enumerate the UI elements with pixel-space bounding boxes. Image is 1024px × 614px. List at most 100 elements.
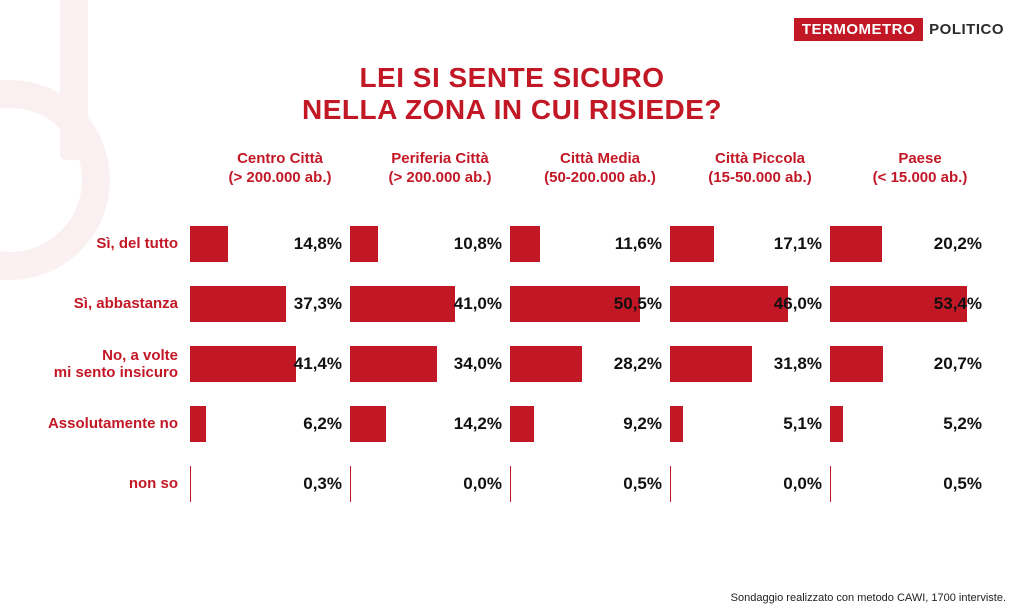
bar xyxy=(350,346,437,382)
bar xyxy=(350,226,378,262)
value-label: 0,5% xyxy=(623,474,662,494)
value-label: 53,4% xyxy=(934,294,982,314)
row-cells: 37,3% 41,0% 50,5% 46,0% 53,4% xyxy=(190,282,1010,326)
bar xyxy=(190,286,286,322)
bar xyxy=(670,466,671,502)
bar xyxy=(510,406,534,442)
column-header: Paese(< 15.000 ab.) xyxy=(840,150,1000,188)
bar xyxy=(830,226,882,262)
value-label: 17,1% xyxy=(774,234,822,254)
value-label: 9,2% xyxy=(623,414,662,434)
cell: 5,1% xyxy=(670,402,830,446)
value-label: 10,8% xyxy=(454,234,502,254)
row-cells: 6,2% 14,2% 9,2% 5,1% 5,2% xyxy=(190,402,1010,446)
bar xyxy=(830,466,831,502)
value-label: 0,0% xyxy=(783,474,822,494)
cell: 0,3% xyxy=(190,462,350,506)
column-header-line2: (15-50.000 ab.) xyxy=(680,169,840,188)
column-headers: Centro Città(> 200.000 ab.)Periferia Cit… xyxy=(200,150,1010,188)
value-label: 20,2% xyxy=(934,234,982,254)
cell: 0,5% xyxy=(830,462,990,506)
cell: 14,2% xyxy=(350,402,510,446)
footnote: Sondaggio realizzato con metodo CAWI, 17… xyxy=(731,592,1006,604)
column-header-line2: (< 15.000 ab.) xyxy=(840,169,1000,188)
column-header-line1: Paese xyxy=(840,150,1000,169)
value-label: 20,7% xyxy=(934,354,982,374)
value-label: 41,0% xyxy=(454,294,502,314)
table-row: No, a voltemi sento insicuro41,4%34,0%28… xyxy=(0,334,1010,394)
value-label: 6,2% xyxy=(303,414,342,434)
bar xyxy=(670,346,752,382)
cell: 41,4% xyxy=(190,342,350,386)
bar xyxy=(510,346,582,382)
column-header-line2: (50-200.000 ab.) xyxy=(520,169,680,188)
column-header-line2: (> 200.000 ab.) xyxy=(200,169,360,188)
table-row: non so 0,3% 0,0% 0,5% 0,0% 0,5% xyxy=(0,454,1010,514)
cell: 34,0% xyxy=(350,342,510,386)
row-label: Assolutamente no xyxy=(0,415,190,432)
cell: 37,3% xyxy=(190,282,350,326)
value-label: 14,8% xyxy=(294,234,342,254)
bar xyxy=(350,286,455,322)
cell: 0,0% xyxy=(350,462,510,506)
value-label: 31,8% xyxy=(774,354,822,374)
value-label: 50,5% xyxy=(614,294,662,314)
cell: 11,6% xyxy=(510,222,670,266)
cell: 50,5% xyxy=(510,282,670,326)
bar xyxy=(350,466,351,502)
column-header-line2: (> 200.000 ab.) xyxy=(360,169,520,188)
bar xyxy=(670,226,714,262)
brand-logo: TERMOMETRO POLITICO xyxy=(794,18,1010,41)
cell: 53,4% xyxy=(830,282,990,326)
cell: 46,0% xyxy=(670,282,830,326)
cell: 31,8% xyxy=(670,342,830,386)
value-label: 11,6% xyxy=(615,234,662,254)
value-label: 5,2% xyxy=(943,414,982,434)
cell: 28,2% xyxy=(510,342,670,386)
value-label: 0,0% xyxy=(463,474,502,494)
row-label: Sì, abbastanza xyxy=(0,295,190,312)
row-label: non so xyxy=(0,475,190,492)
table-row: Assolutamente no 6,2% 14,2% 9,2% 5,1% 5,2% xyxy=(0,394,1010,454)
cell: 14,8% xyxy=(190,222,350,266)
row-cells: 14,8% 10,8% 11,6% 17,1% 20,2% xyxy=(190,222,1010,266)
bar xyxy=(670,286,788,322)
brand-part-2: POLITICO xyxy=(923,18,1010,41)
cell: 41,0% xyxy=(350,282,510,326)
value-label: 0,5% xyxy=(943,474,982,494)
title-line-2: NELLA ZONA IN CUI RISIEDE? xyxy=(0,94,1024,126)
bar xyxy=(830,346,883,382)
cell: 5,2% xyxy=(830,402,990,446)
chart-title: LEI SI SENTE SICURO NELLA ZONA IN CUI RI… xyxy=(0,62,1024,126)
bar xyxy=(190,406,206,442)
value-label: 46,0% xyxy=(774,294,822,314)
column-header-line1: Città Media xyxy=(520,150,680,169)
cell: 17,1% xyxy=(670,222,830,266)
column-header-line1: Centro Città xyxy=(200,150,360,169)
cell: 9,2% xyxy=(510,402,670,446)
cell: 10,8% xyxy=(350,222,510,266)
bar xyxy=(190,466,191,502)
table-row: Sì, del tutto 14,8% 10,8% 11,6% 17,1% 20,2% xyxy=(0,214,1010,274)
value-label: 0,3% xyxy=(303,474,342,494)
bar xyxy=(350,406,386,442)
bar xyxy=(190,346,296,382)
chart-rows: Sì, del tutto14,8%10,8%11,6%17,1%20,2%Sì… xyxy=(0,214,1010,514)
value-label: 37,3% xyxy=(294,294,342,314)
bar xyxy=(830,406,843,442)
column-header-line1: Periferia Città xyxy=(360,150,520,169)
column-header: Periferia Città(> 200.000 ab.) xyxy=(360,150,520,188)
column-header: Centro Città(> 200.000 ab.) xyxy=(200,150,360,188)
brand-part-1: TERMOMETRO xyxy=(794,18,923,41)
column-header: Città Piccola(15-50.000 ab.) xyxy=(680,150,840,188)
table-row: Sì, abbastanza 37,3% 41,0% 50,5% 46,0% 53,4% xyxy=(0,274,1010,334)
row-cells: 41,4%34,0% 28,2% 31,8% 20,7% xyxy=(190,342,1010,386)
value-label: 5,1% xyxy=(783,414,822,434)
bar xyxy=(670,406,683,442)
bar xyxy=(510,466,511,502)
column-header: Città Media(50-200.000 ab.) xyxy=(520,150,680,188)
value-label: 28,2% xyxy=(614,354,662,374)
title-line-1: LEI SI SENTE SICURO xyxy=(0,62,1024,94)
row-label: Sì, del tutto xyxy=(0,235,190,252)
cell: 20,2% xyxy=(830,222,990,266)
